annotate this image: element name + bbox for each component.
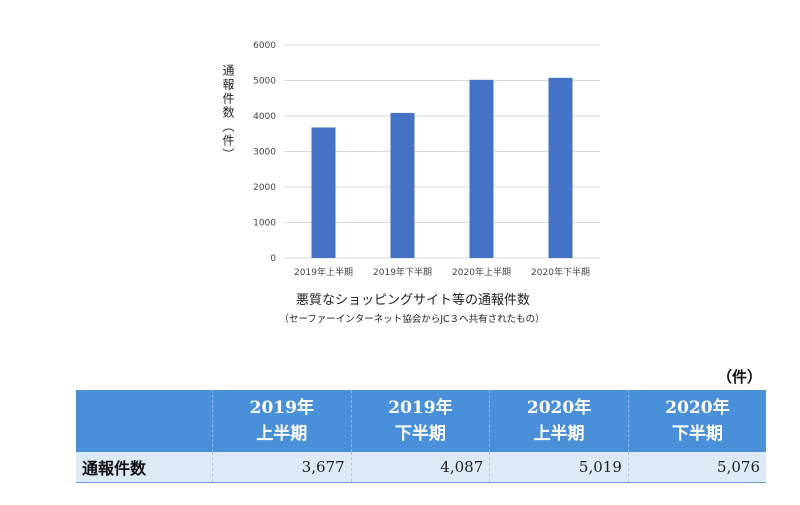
y-tick-label: 1000 — [253, 219, 276, 229]
header-half: 上半期 — [533, 424, 585, 444]
header-year: 2019年 — [388, 398, 453, 418]
bar — [548, 77, 573, 258]
bar-chart: 0 1000 2000 3000 4000 5000 6000 2019年上半期 2019年下半… — [220, 34, 620, 284]
table-unit-label: （件） — [716, 368, 762, 386]
y-tick-label: 3000 — [253, 148, 276, 158]
y-tick-label: 6000 — [253, 41, 276, 51]
x-tick-label: 2019年上半期 — [294, 266, 353, 278]
row-value: 5,076 — [628, 452, 766, 483]
bar — [390, 112, 415, 258]
header-year: 2019年 — [249, 398, 314, 418]
header-half: 上半期 — [256, 424, 308, 444]
header-half: 下半期 — [394, 424, 446, 444]
x-tick-label: 2020年上半期 — [452, 266, 511, 278]
y-tick-label: 4000 — [253, 112, 276, 122]
row-value: 5,019 — [489, 452, 629, 483]
chart-svg: 0 1000 2000 3000 4000 5000 6000 2019年上半期 2019年下半… — [253, 41, 600, 278]
table-header-cell: 2020年 上半期 — [489, 390, 629, 452]
chart-caption: 悪質なショッピングサイト等の通報件数 — [295, 293, 530, 308]
y-tick-label: 0 — [270, 254, 276, 264]
table-header-cell: 2019年 下半期 — [351, 390, 491, 452]
table-header-cell: 2019年 上半期 — [212, 390, 352, 452]
table-header-row: 2019年 上半期 2019年 下半期 2020年 上半期 2020年 下半期 — [76, 390, 766, 452]
table-row: 通報件数 3,677 4,087 5,019 5,076 — [76, 452, 766, 483]
y-tick-label: 5000 — [253, 77, 276, 87]
row-value: 3,677 — [212, 452, 352, 483]
data-table: 2019年 上半期 2019年 下半期 2020年 上半期 2020年 下半期 … — [76, 390, 766, 483]
header-half: 下半期 — [671, 424, 723, 444]
x-tick-label: 2020年下半期 — [531, 266, 590, 278]
table-header-empty — [76, 390, 213, 452]
y-tick-label: 2000 — [253, 183, 276, 193]
header-year: 2020年 — [665, 398, 730, 418]
x-tick-label: 2019年下半期 — [373, 266, 432, 278]
bar — [311, 127, 336, 259]
table-header-cell: 2020年 下半期 — [628, 390, 766, 452]
row-value: 4,087 — [351, 452, 491, 483]
bar — [469, 79, 494, 258]
chart-source-note: （セーファーインターネット協会からJC３へ共有されたもの） — [279, 314, 545, 325]
y-axis-label: 通報件数（件） — [221, 64, 235, 162]
header-year: 2020年 — [526, 398, 592, 418]
row-label: 通報件数 — [76, 452, 213, 483]
